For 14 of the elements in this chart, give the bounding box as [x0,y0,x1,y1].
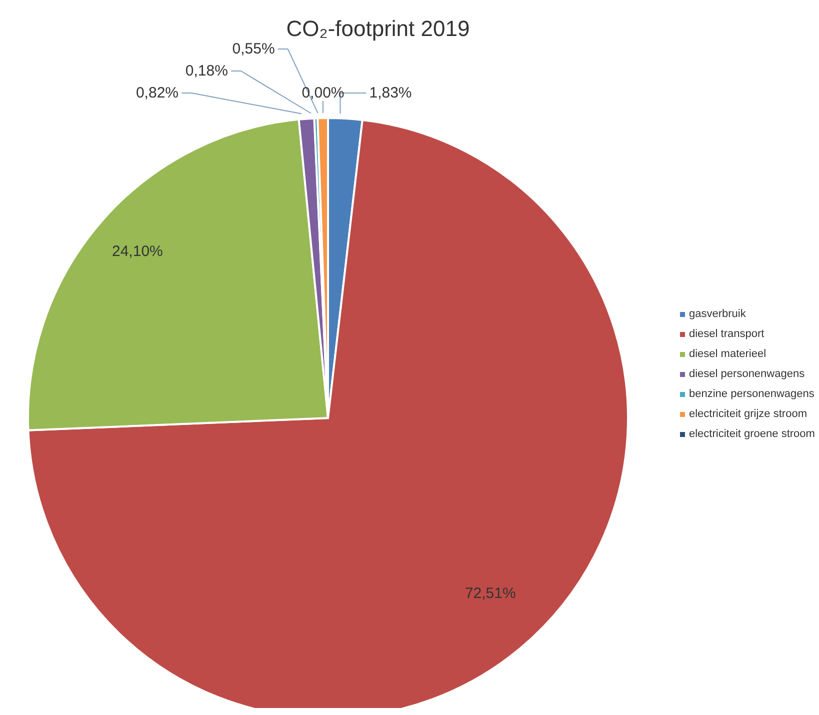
legend-label: gasverbruik [689,308,746,320]
legend-label: electriciteit groene stroom [689,428,815,440]
data-label: 72,51% [464,584,516,602]
data-label: 24,10% [112,242,163,260]
legend-label: diesel transport [689,328,764,340]
legend-label: diesel personenwagens [689,368,805,380]
data-label: 0,55% [232,40,275,58]
legend-label: benzine personenwagens [689,388,814,400]
data-label: 0,18% [185,62,228,80]
legend-label: diesel materieel [689,348,766,360]
data-label: 0,82% [136,84,179,102]
chart-title: CO₂-footprint 2019 [286,16,470,41]
legend-label: electriciteit grijze stroom [689,408,807,420]
data-label: 1,83% [369,84,412,102]
